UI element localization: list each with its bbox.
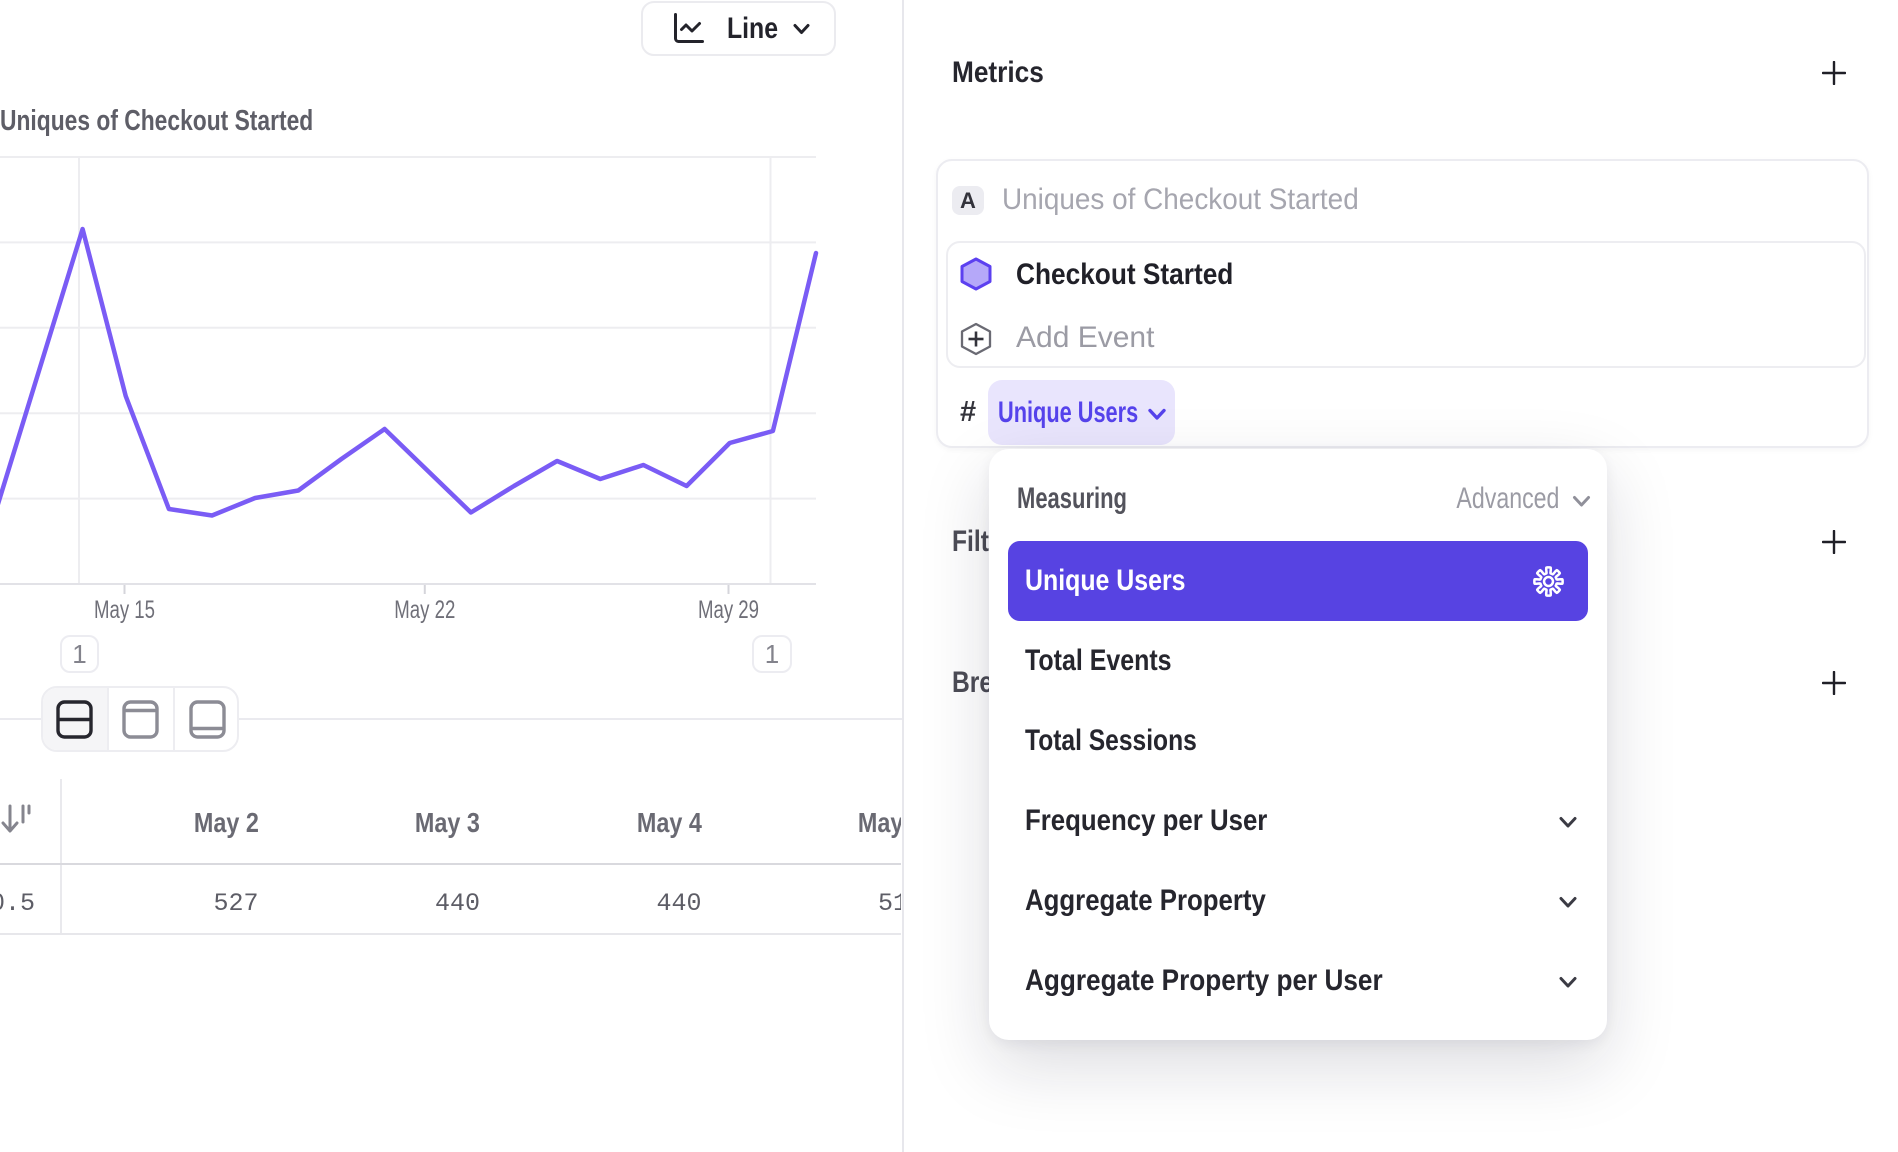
svg-text:May 15: May 15 (94, 596, 155, 624)
svg-text:May 22: May 22 (394, 596, 455, 624)
svg-text:May 29: May 29 (698, 596, 759, 624)
